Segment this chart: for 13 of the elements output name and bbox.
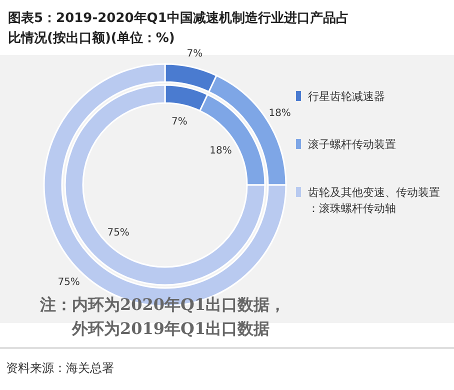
data-label: 7% bbox=[186, 48, 203, 60]
data-label: 7% bbox=[171, 116, 188, 128]
data-label: 18% bbox=[210, 146, 232, 157]
text: 资料来源：海关总署 bbox=[6, 361, 114, 375]
data-label: 18% bbox=[268, 108, 291, 120]
chart-title: 图表5：2019-2020年Q1中国减速机制造行业进口产品占比情况(按出口额)(单位：%) bbox=[8, 10, 349, 46]
data-label: 75% bbox=[58, 277, 80, 288]
data-label: 75% bbox=[107, 228, 130, 239]
legend-label: 行星齿轮减速器 bbox=[308, 90, 385, 103]
legend-label: 滚子螺杆传动装置 bbox=[308, 138, 396, 151]
text: 外环为2019年Q1出口数据 bbox=[71, 319, 270, 338]
text: 注：内环为2020年Q1出口数据， bbox=[39, 295, 286, 314]
legend-label: 齿轮及其他变速、传动装置：滚珠螺杆传动轴 bbox=[308, 186, 440, 215]
